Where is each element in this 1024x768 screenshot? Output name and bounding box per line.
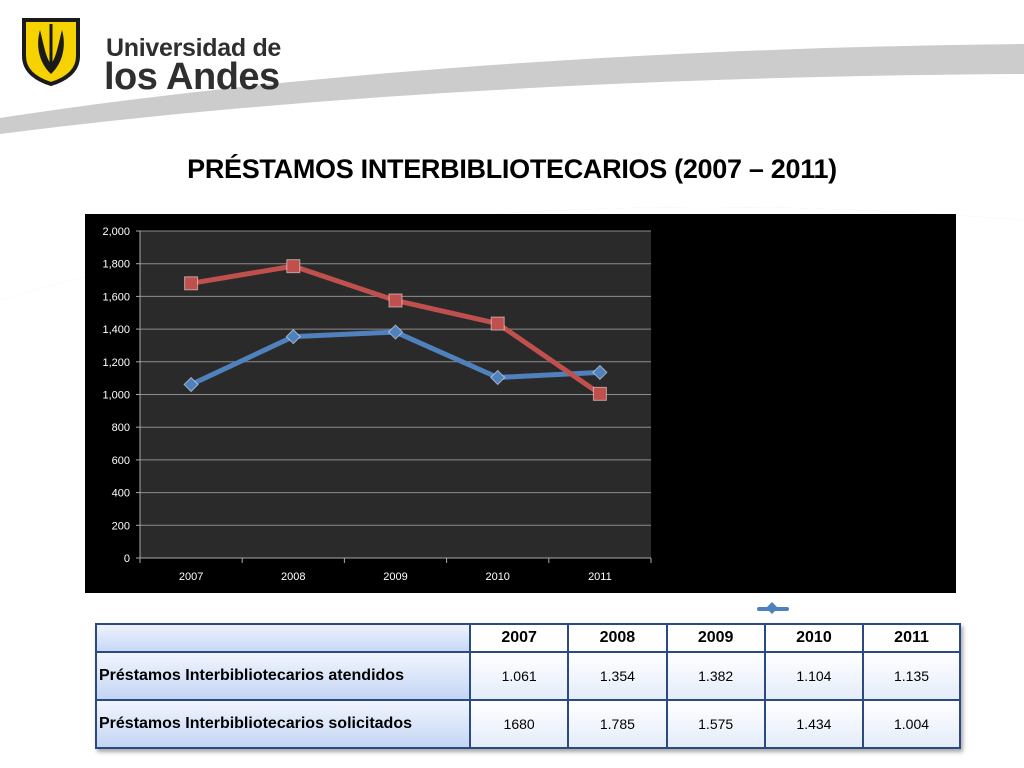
logo-text-line2: los Andes — [104, 56, 280, 98]
university-logo: Universidad de los Andes — [20, 16, 281, 98]
chart-plot: 0 200 400 600 800 1,000 1,200 1,400 1,600 1,800 2,… — [102, 226, 652, 583]
x-tick-label: 2007 — [179, 571, 203, 583]
table-cell: 1.785 — [567, 699, 668, 749]
table-cell: 1.434 — [763, 699, 865, 749]
data-point-atendidos — [285, 328, 302, 345]
y-tick-label: 1,600 — [102, 291, 130, 303]
table-corner-cell — [95, 623, 471, 653]
data-table: 2007 2008 2009 2010 2011 Préstamos Inter… — [95, 623, 961, 749]
data-point-solicitados — [592, 386, 607, 401]
table-header-cell: 2008 — [567, 623, 668, 653]
y-tick-label: 1,000 — [102, 390, 130, 402]
table-cell: 1.354 — [567, 651, 668, 701]
y-tick-label: 400 — [112, 488, 130, 500]
data-point-solicitados — [184, 276, 199, 291]
y-tick-label: 1,200 — [102, 357, 130, 369]
table-header-row: 2007 2008 2009 2010 2011 — [95, 623, 961, 653]
data-point-solicitados — [490, 316, 505, 331]
y-tick-label: 2,000 — [102, 226, 130, 238]
table-cell: 1.575 — [665, 699, 766, 749]
y-tick-label: 1,800 — [102, 259, 130, 271]
table-header-cell: 2007 — [468, 623, 570, 653]
table-cell: 1.061 — [468, 651, 570, 701]
legend-label: Préstamos Interbibliotecarios atendidos — [793, 602, 1004, 616]
table-row: Préstamos Interbibliotecarios atendidos … — [95, 651, 961, 701]
y-tick-label: 200 — [112, 520, 130, 532]
table-cell: 1.382 — [665, 651, 766, 701]
data-point-atendidos — [387, 324, 404, 340]
line-chart: 0 200 400 600 800 1,000 1,200 1,400 1,600 1,800 2,… — [85, 214, 1007, 642]
legend-swatch — [757, 601, 789, 616]
y-tick-label: 1,400 — [102, 324, 130, 336]
table-cell: 1.135 — [862, 651, 961, 701]
table-cell: 1.004 — [862, 699, 961, 749]
data-point-atendidos — [183, 376, 199, 393]
table-header-cell: 2011 — [862, 623, 961, 653]
university-shield-icon — [22, 18, 80, 86]
data-point-atendidos — [592, 364, 608, 381]
x-tick-label: 2009 — [383, 571, 407, 583]
y-tick-label: 600 — [112, 455, 130, 467]
data-point-solicitados — [388, 293, 403, 308]
table-cell: 1.104 — [763, 651, 865, 701]
data-point-atendidos — [489, 369, 506, 386]
data-point-solicitados — [286, 259, 301, 274]
page-title: PRÉSTAMOS INTERBIBLIOTECARIOS (2007 – 20… — [187, 154, 837, 184]
legend-item: Préstamos Interbibliotecarios atendidos — [757, 596, 1007, 622]
y-tick-label: 800 — [112, 422, 130, 434]
logo-text-line1: Universidad de — [106, 34, 282, 62]
table-row: Préstamos Interbibliotecarios solicitado… — [95, 699, 961, 749]
table-row-label: Préstamos Interbibliotecarios atendidos — [95, 651, 471, 701]
table-header-cell: 2009 — [665, 623, 766, 653]
table-row-label: Préstamos Interbibliotecarios solicitado… — [95, 699, 471, 749]
x-tick-label: 2011 — [588, 571, 612, 583]
table-cell: 1680 — [468, 699, 570, 749]
x-tick-label: 2010 — [485, 571, 509, 583]
table-header-cell: 2010 — [763, 623, 865, 653]
x-tick-label: 2008 — [281, 571, 305, 583]
y-tick-label: 0 — [124, 553, 130, 565]
